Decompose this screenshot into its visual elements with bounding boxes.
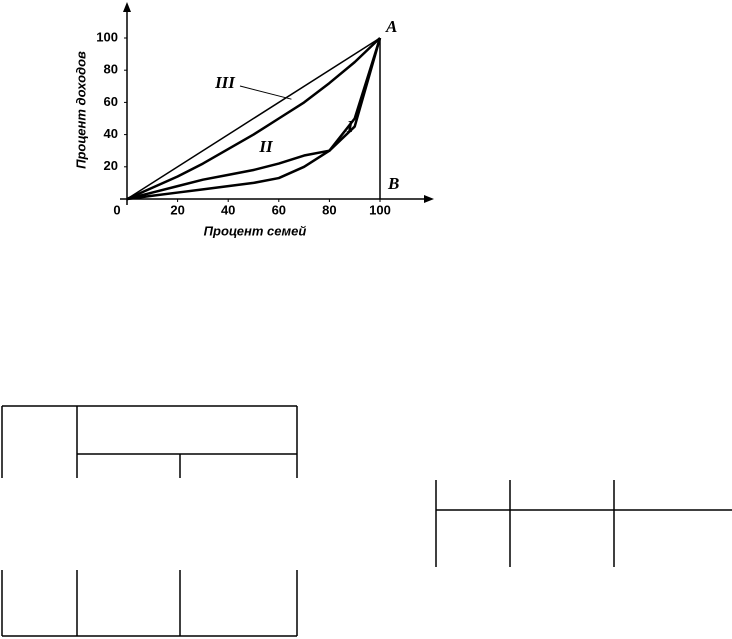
x-axis-label: Процент семей bbox=[204, 223, 307, 238]
x-tick-label: 40 bbox=[221, 202, 235, 217]
lorenz-curve bbox=[126, 37, 382, 201]
y-axis-label: Процент доходов bbox=[73, 51, 88, 169]
y-arrow bbox=[123, 2, 131, 12]
curve-label: II bbox=[258, 137, 274, 156]
y-tick-label: 100 bbox=[96, 29, 118, 44]
y-tick-label: 40 bbox=[104, 126, 118, 141]
equality-line bbox=[126, 37, 381, 200]
curve-label: I bbox=[346, 117, 355, 136]
x-tick-label: 80 bbox=[322, 202, 336, 217]
x-arrow bbox=[424, 195, 434, 203]
label-pointer bbox=[239, 85, 292, 100]
point-a: A bbox=[385, 17, 397, 36]
y-tick-label: 60 bbox=[104, 94, 118, 109]
y-tick-label: 20 bbox=[104, 158, 118, 173]
chart: Процент семей Процент доходов 0 20 40 60 80 1… bbox=[73, 2, 434, 238]
x-tick-label: 20 bbox=[170, 202, 184, 217]
curve-label: III bbox=[214, 73, 236, 92]
x-tick-label: 100 bbox=[369, 202, 391, 217]
lorenz-curve bbox=[126, 37, 382, 201]
empty-tables bbox=[1, 405, 732, 637]
y-tick-label: 80 bbox=[104, 62, 118, 77]
lorenz-curve bbox=[126, 37, 381, 201]
point-b: B bbox=[387, 174, 399, 193]
x-tick-label: 60 bbox=[272, 202, 286, 217]
x-tick-label: 0 bbox=[113, 202, 120, 217]
